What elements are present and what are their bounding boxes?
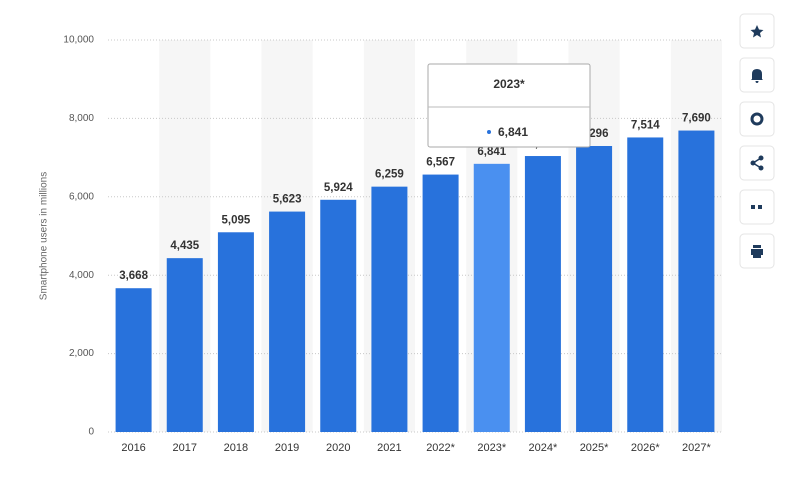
settings-button[interactable] <box>739 101 775 137</box>
x-tick-label: 2019 <box>275 442 299 454</box>
data-label: 5,095 <box>222 214 251 226</box>
y-tick-label: 2,000 <box>69 348 94 359</box>
data-label: 6,841 <box>477 146 506 158</box>
data-label: 6,259 <box>375 169 404 181</box>
x-tick-label: 2023* <box>477 442 506 454</box>
data-label: 7,514 <box>631 119 660 131</box>
bar <box>115 288 152 432</box>
y-tick-label: 4,000 <box>69 270 94 281</box>
y-tick-label: 6,000 <box>69 191 94 202</box>
tooltip-value: 6,841 <box>498 125 528 139</box>
bar <box>576 145 613 432</box>
bar <box>320 199 357 432</box>
toolbar <box>739 13 775 269</box>
y-axis-label: Smartphone users in millions <box>39 172 50 300</box>
bar <box>627 137 664 432</box>
data-label: 7,690 <box>682 113 711 125</box>
bar <box>371 186 408 432</box>
notification-button[interactable] <box>739 57 775 93</box>
x-tick-label: 2021 <box>377 442 401 454</box>
bar <box>678 130 715 432</box>
x-tick-label: 2016 <box>121 442 145 454</box>
bar <box>524 156 561 433</box>
tooltip-box <box>427 63 591 148</box>
bar <box>269 211 306 432</box>
cite-button[interactable] <box>739 189 775 225</box>
y-tick-label: 8,000 <box>69 113 94 124</box>
bar <box>217 232 254 432</box>
x-tick-label: 2018 <box>224 442 248 454</box>
data-label: 5,924 <box>324 182 353 194</box>
x-tick-label: 2022* <box>426 442 455 454</box>
x-tick-label: 2017 <box>173 442 197 454</box>
share-button[interactable] <box>739 145 775 181</box>
x-tick-label: 2026* <box>631 442 660 454</box>
x-tick-label: 2025* <box>580 442 609 454</box>
x-tick-label: 2020 <box>326 442 350 454</box>
data-label: 4,435 <box>170 240 199 252</box>
print-button[interactable] <box>739 233 775 269</box>
bar <box>473 163 510 432</box>
bar <box>166 258 203 432</box>
tooltip: 2023* 6,841 <box>427 63 591 148</box>
x-tick-label: 2024* <box>529 442 558 454</box>
data-label: 5,623 <box>273 194 302 206</box>
data-label: 3,668 <box>119 270 148 282</box>
tooltip-dot <box>487 130 491 134</box>
y-tick-label: 10,000 <box>63 35 94 46</box>
bar <box>422 174 459 432</box>
favorite-button[interactable] <box>739 13 775 49</box>
x-tick-label: 2027* <box>682 442 711 454</box>
tooltip-title: 2023* <box>493 77 525 91</box>
data-label: 6,567 <box>426 157 455 169</box>
y-tick-label: 0 <box>88 427 94 438</box>
